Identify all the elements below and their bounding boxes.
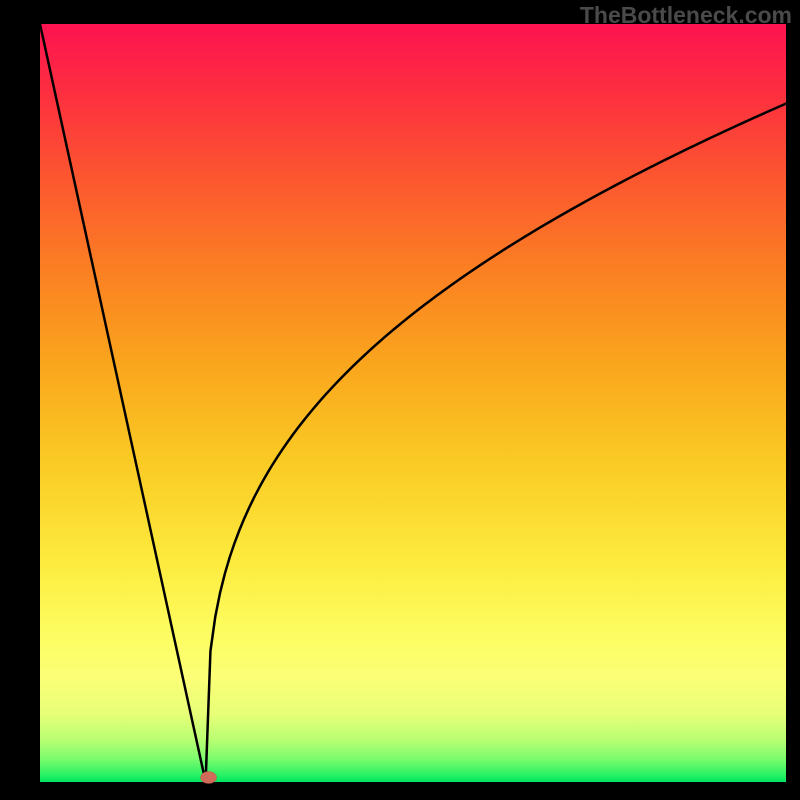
chart-container: TheBottleneck.com xyxy=(0,0,800,800)
bottleneck-chart xyxy=(0,0,800,800)
watermark-text: TheBottleneck.com xyxy=(580,2,792,29)
optimum-marker xyxy=(201,771,217,783)
plot-background xyxy=(40,24,786,782)
